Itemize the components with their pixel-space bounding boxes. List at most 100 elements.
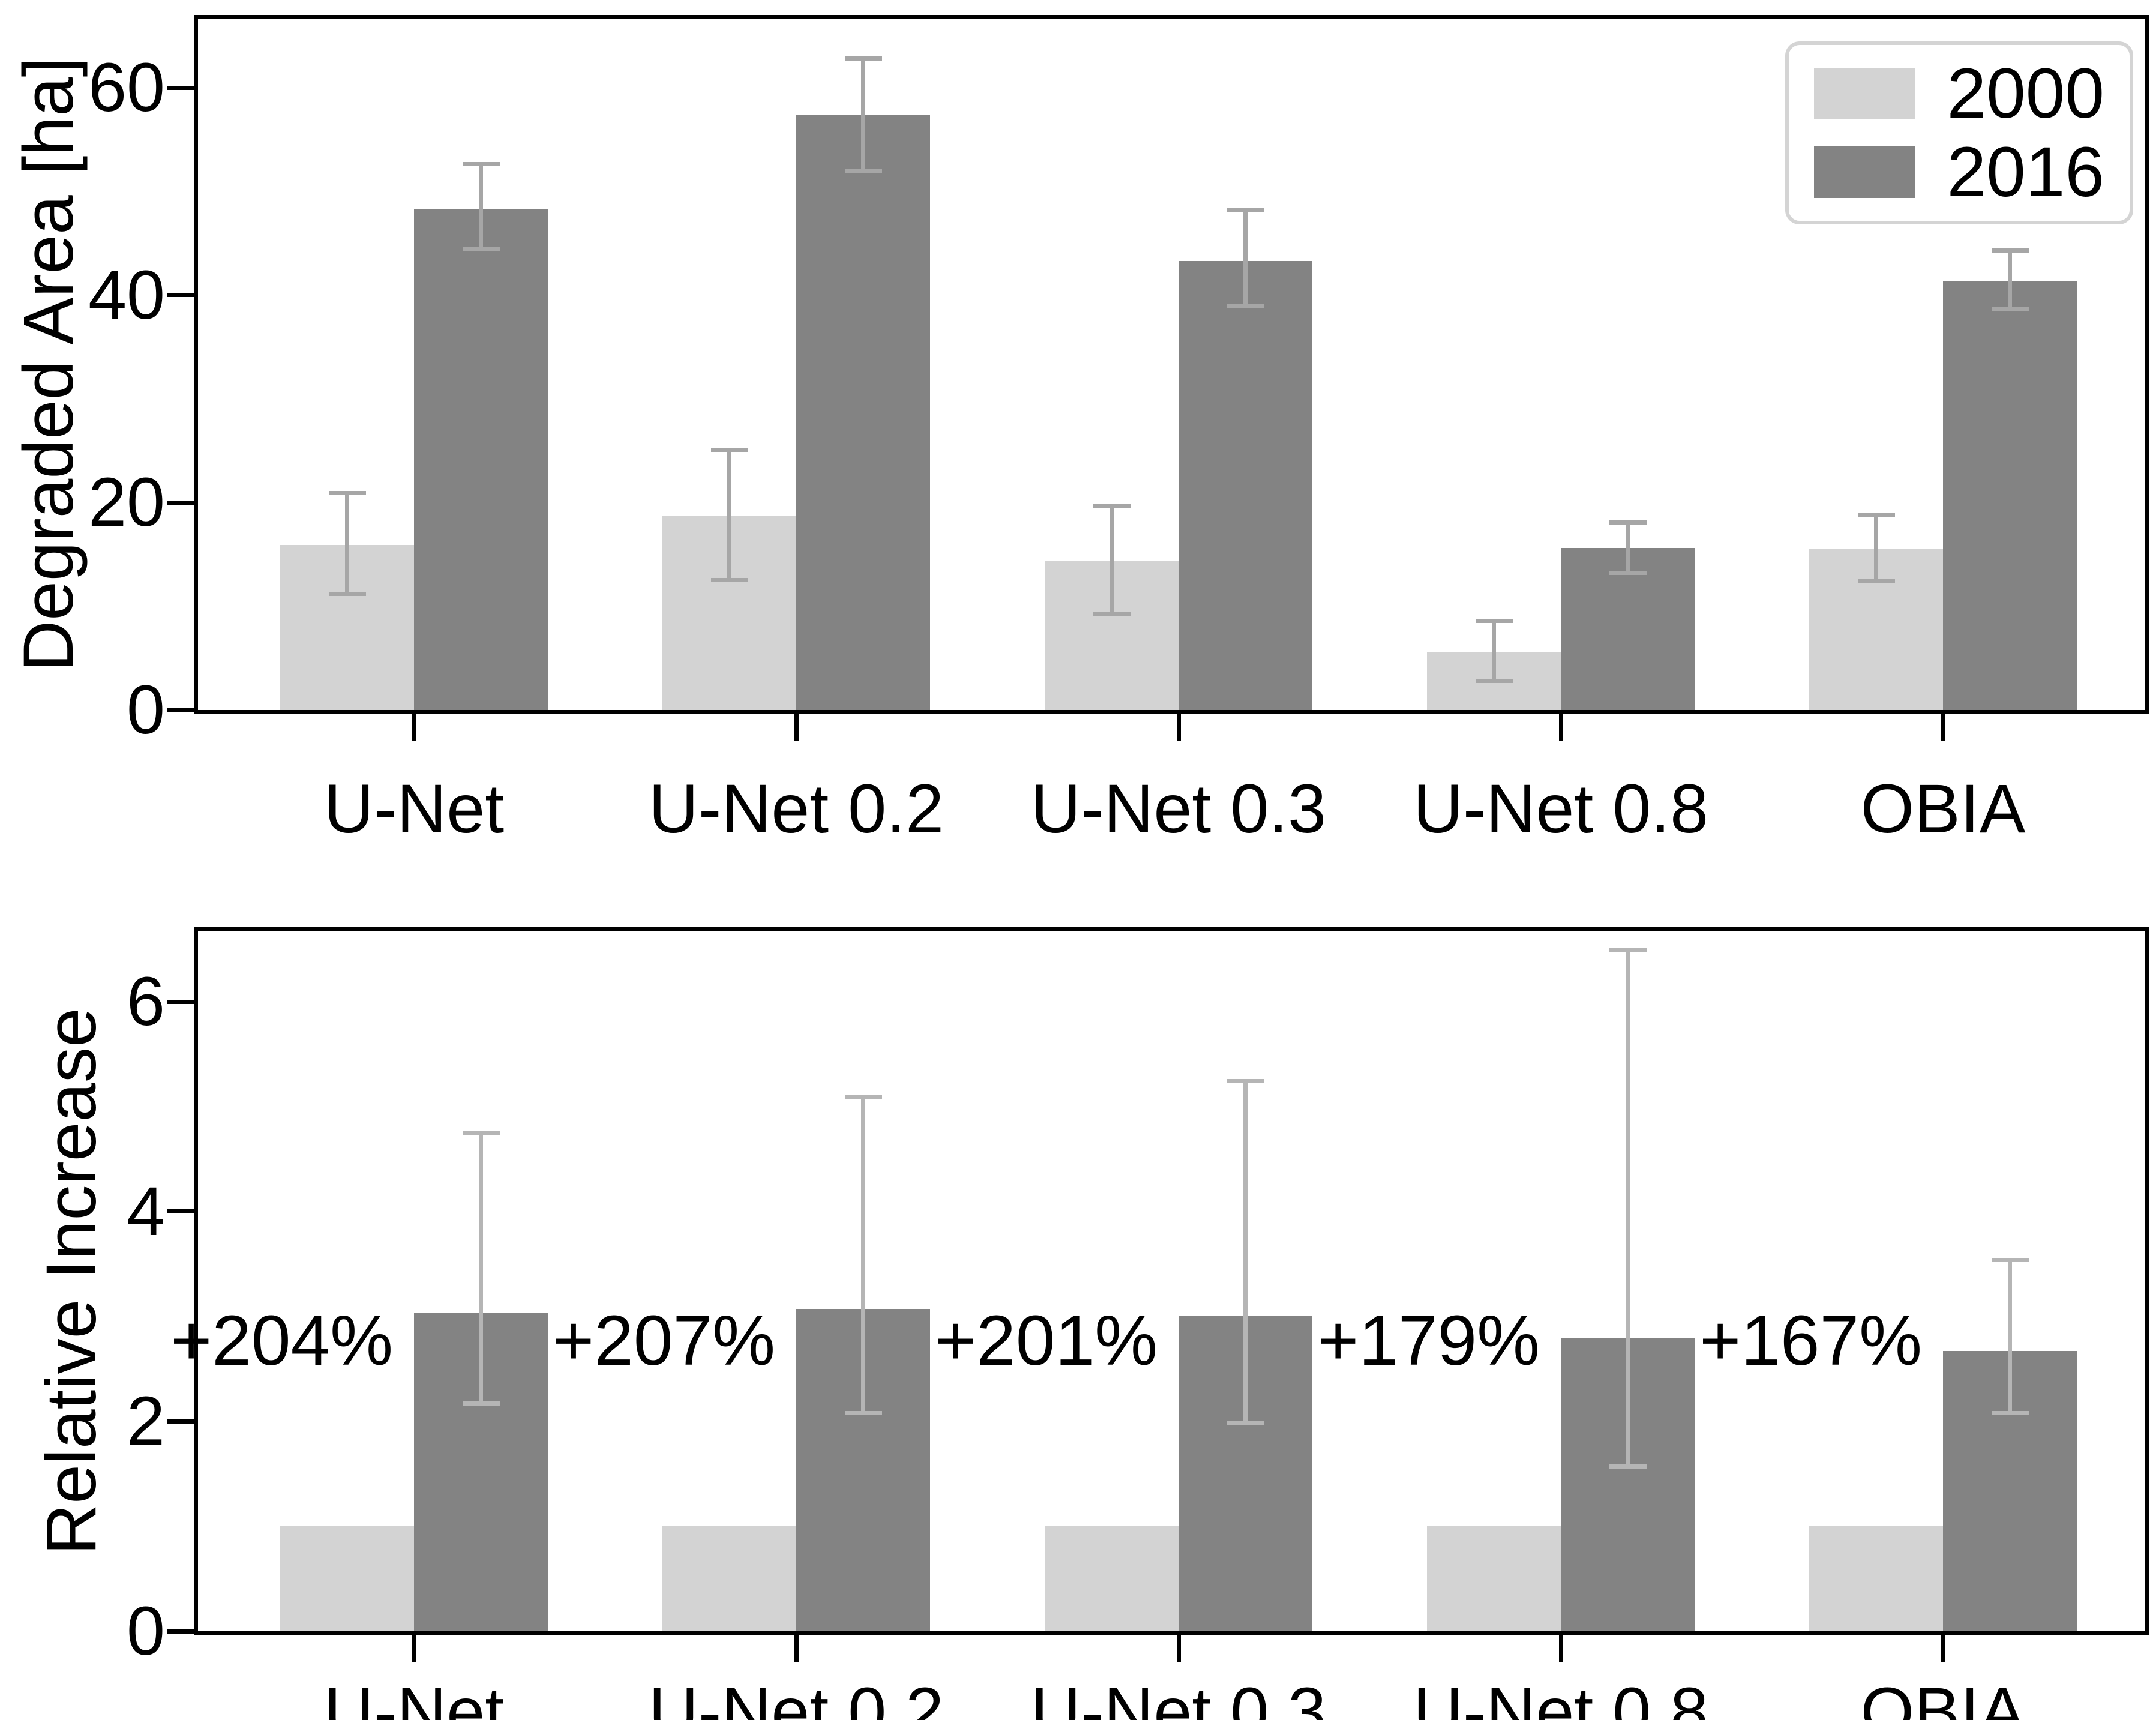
- error-cap-top: [1093, 504, 1131, 508]
- error-bar: [2008, 250, 2012, 309]
- x-tick: [1558, 1635, 1563, 1662]
- error-bar: [727, 450, 731, 580]
- error-bar: [345, 493, 349, 594]
- y-tick: [167, 85, 194, 90]
- error-cap-bottom: [328, 591, 366, 596]
- error-bar: [1243, 1081, 1248, 1424]
- bar-2000-u-net-0-2: [662, 1526, 796, 1631]
- percent-label-u-net-0-3: +201%: [935, 1301, 1158, 1380]
- error-cap-top: [1991, 1257, 2029, 1262]
- y-tick-label: 0: [127, 1593, 165, 1670]
- error-bar: [479, 164, 483, 250]
- bar-2016-u-net-0-3: [1179, 260, 1312, 710]
- error-cap-top: [462, 162, 500, 167]
- error-cap-top: [1609, 520, 1647, 525]
- error-cap-top: [1991, 248, 2029, 253]
- error-bar: [1626, 522, 1630, 573]
- legend-label-2000: 2000: [1947, 54, 2104, 134]
- legend-label-2016: 2016: [1947, 132, 2104, 212]
- x-tick-label-obia: OBIA: [1860, 1674, 2026, 1720]
- error-cap-bottom: [1857, 579, 1895, 584]
- error-bar: [1110, 505, 1114, 614]
- error-cap-bottom: [462, 247, 500, 252]
- error-bar: [1492, 621, 1496, 681]
- error-cap-bottom: [1991, 306, 2029, 311]
- x-tick: [1941, 714, 1945, 741]
- x-tick-label-u-net-0-2: U-Net 0.2: [648, 771, 944, 847]
- x-tick: [1941, 1635, 1945, 1662]
- bar-2000-u-net: [280, 1526, 414, 1631]
- x-tick-label-u-net-0-3: U-Net 0.3: [1030, 1674, 1327, 1720]
- error-cap-bottom: [1093, 611, 1131, 616]
- y-tick-label: 60: [88, 49, 165, 127]
- error-cap-bottom: [844, 1410, 882, 1415]
- x-tick: [1176, 714, 1181, 741]
- error-cap-top: [1475, 618, 1513, 623]
- bar-2000-obia: [1809, 1526, 1943, 1631]
- error-cap-top: [328, 491, 366, 496]
- error-cap-top: [1609, 948, 1647, 952]
- y-tick: [167, 500, 194, 505]
- error-bar: [1243, 210, 1248, 307]
- error-cap-bottom: [1991, 1410, 2029, 1415]
- y-tick: [167, 1209, 194, 1214]
- y-tick: [167, 708, 194, 712]
- error-cap-bottom: [1227, 1421, 1264, 1426]
- percent-label-obia: +167%: [1699, 1301, 1922, 1380]
- error-cap-bottom: [1609, 571, 1647, 576]
- bar-2000-u-net-0-3: [1045, 1526, 1179, 1631]
- error-bar: [1626, 950, 1630, 1467]
- y-tick: [167, 293, 194, 298]
- error-cap-top: [1227, 208, 1264, 212]
- y-tick-label: 40: [88, 256, 165, 334]
- error-cap-top: [462, 1131, 500, 1135]
- bar-2016-u-net: [414, 209, 548, 710]
- y-tick-label: 2: [127, 1383, 165, 1460]
- x-tick-label-u-net-0-8: U-Net 0.8: [1413, 771, 1709, 847]
- error-bar: [861, 58, 865, 171]
- error-cap-top: [844, 56, 882, 61]
- x-tick-label-u-net-0-3: U-Net 0.3: [1030, 771, 1327, 847]
- x-tick: [794, 714, 799, 741]
- error-cap-bottom: [462, 1401, 500, 1406]
- x-tick: [1176, 1635, 1181, 1662]
- x-tick: [1558, 714, 1563, 741]
- y-tick: [167, 1419, 194, 1424]
- degraded-area-axes: 2000 2016 0 20 40 60 U-Net U-Net 0.2 U-Net 0.3…: [88, 15, 2149, 847]
- y-tick: [167, 1629, 194, 1634]
- x-tick-label-u-net: U-Net: [323, 771, 505, 847]
- x-tick: [412, 714, 416, 741]
- error-cap-bottom: [1609, 1464, 1647, 1469]
- x-tick-label-u-net-0-2: U-Net 0.2: [648, 1674, 944, 1720]
- percent-label-u-net-0-8: +179%: [1317, 1301, 1540, 1380]
- legend: 2000 2016: [1785, 41, 2133, 224]
- error-cap-bottom: [1475, 679, 1513, 684]
- percent-label-u-net-0-2: +207%: [553, 1301, 775, 1380]
- error-cap-top: [710, 447, 748, 452]
- legend-item-2016: 2016: [1814, 137, 2104, 208]
- error-cap-top: [1857, 513, 1895, 517]
- x-tick-label-u-net-0-8: U-Net 0.8: [1413, 1674, 1709, 1720]
- legend-swatch-2016: [1814, 146, 1916, 198]
- bar-2016-u-net-0-2: [796, 115, 930, 710]
- x-tick: [412, 1635, 416, 1662]
- y-tick-label: 6: [127, 963, 165, 1041]
- error-cap-top: [1227, 1079, 1264, 1084]
- legend-swatch-2000: [1814, 68, 1916, 120]
- error-cap-bottom: [1227, 304, 1264, 309]
- error-cap-bottom: [844, 168, 882, 173]
- bar-2000-u-net-0-8: [1427, 1526, 1561, 1631]
- y-tick-label: 20: [88, 464, 165, 541]
- legend-item-2000: 2000: [1814, 58, 2104, 129]
- error-bar: [479, 1132, 483, 1404]
- relative-increase-axes: 0 2 4 6 U-Net U-Net 0.2 U-Net 0.3 U-Net 0.8 OBIA…: [127, 927, 2149, 1720]
- y-tick-label: 0: [127, 672, 165, 748]
- x-tick-label-obia: OBIA: [1860, 771, 2026, 847]
- y-axis-label-relative-increase: Relative Increase: [32, 1008, 111, 1555]
- y-tick: [167, 999, 194, 1004]
- y-axis-label-degraded-area: Degraded Area [ha]: [9, 57, 88, 672]
- error-cap-bottom: [710, 578, 748, 583]
- bar-2016-obia: [1943, 280, 2077, 710]
- y-tick-label: 4: [127, 1173, 165, 1250]
